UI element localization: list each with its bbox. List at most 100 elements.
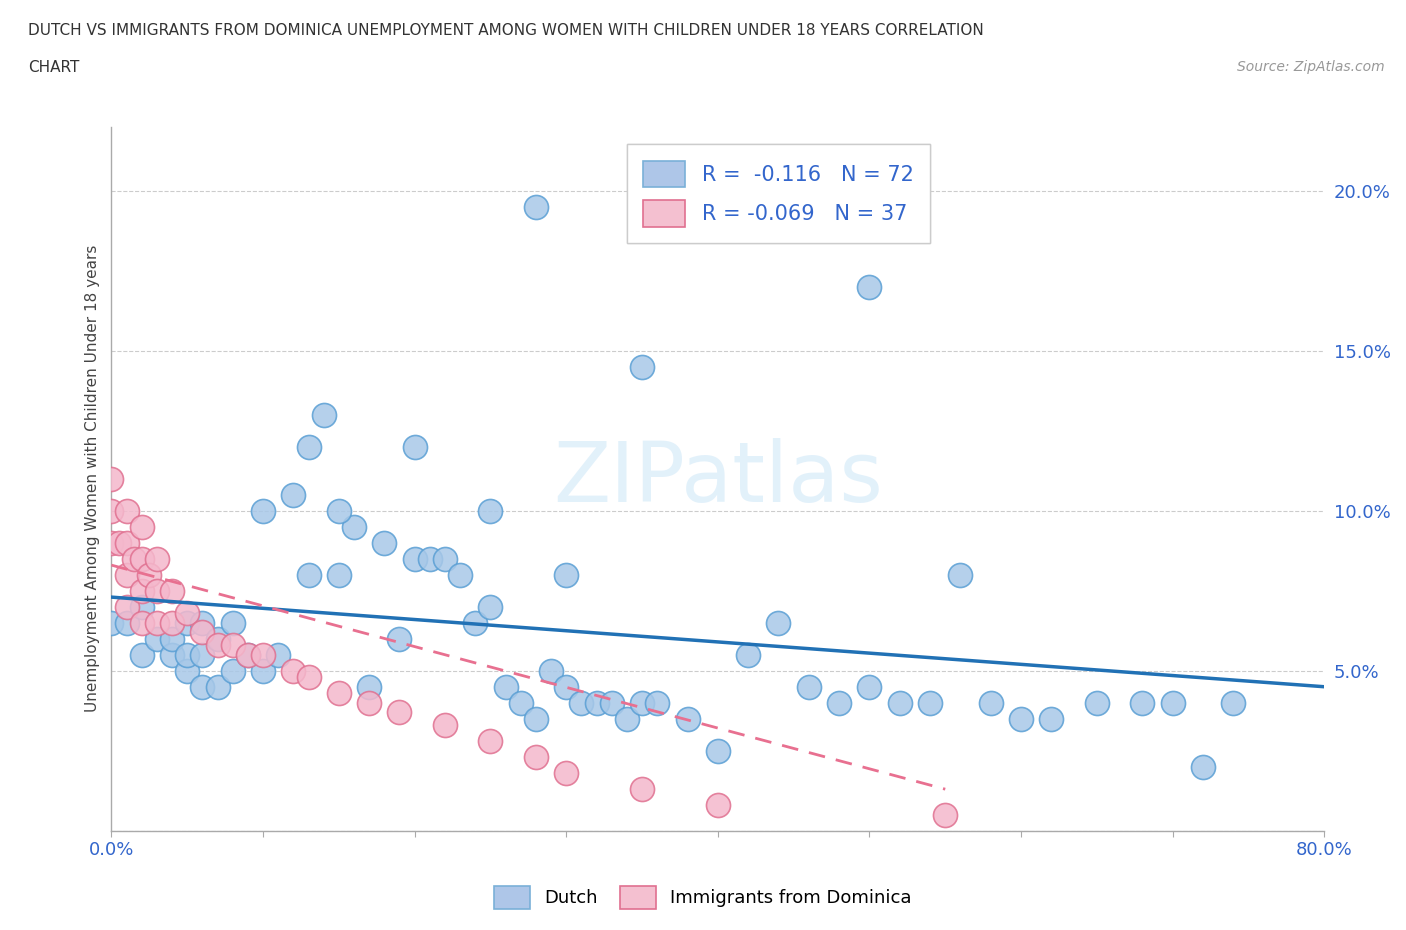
Point [131,616,153,631]
Point [131,599,153,614]
Point [404,551,426,566]
Point [283,663,305,678]
Point [108,536,131,551]
Text: ZIPatlas: ZIPatlas [553,438,883,519]
Point [1085,696,1108,711]
Point [524,199,547,214]
Point [207,679,229,694]
Point [433,718,456,733]
Point [115,567,138,582]
Point [207,638,229,653]
Point [388,705,411,720]
Point [359,679,381,694]
Point [509,696,531,711]
Point [160,647,183,662]
Point [131,647,153,662]
Point [373,536,395,551]
Point [631,359,654,374]
Point [297,567,319,582]
Point [176,663,198,678]
Point [1192,759,1215,774]
Point [297,670,319,684]
Point [100,472,122,486]
Point [191,625,214,640]
Point [1161,696,1184,711]
Point [858,279,880,294]
Point [540,663,562,678]
Point [1130,696,1153,711]
Point [176,616,198,631]
Point [616,711,638,726]
Point [328,685,350,700]
Point [160,583,183,598]
Point [524,750,547,764]
Point [122,551,145,566]
Point [359,696,381,711]
Point [297,439,319,454]
Point [600,696,623,711]
Point [571,696,593,711]
Point [707,743,730,758]
Point [146,616,169,631]
Point [100,503,122,518]
Point [433,551,456,566]
Text: DUTCH VS IMMIGRANTS FROM DOMINICA UNEMPLOYMENT AMONG WOMEN WITH CHILDREN UNDER 1: DUTCH VS IMMIGRANTS FROM DOMINICA UNEMPL… [28,23,984,38]
Point [631,782,654,797]
Point [115,536,138,551]
Point [585,696,607,711]
Legend: Dutch, Immigrants from Dominica: Dutch, Immigrants from Dominica [486,879,920,916]
Point [419,551,441,566]
Point [828,696,851,711]
Point [737,647,759,662]
Point [100,536,122,551]
Point [388,631,411,646]
Point [222,638,245,653]
Point [115,503,138,518]
Point [524,711,547,726]
Point [115,616,138,631]
Point [676,711,699,726]
Point [252,663,274,678]
Point [222,616,245,631]
Point [100,616,122,631]
Point [479,503,502,518]
Point [1222,696,1244,711]
Point [283,487,305,502]
Point [191,679,214,694]
Point [176,605,198,620]
Point [343,519,366,534]
Point [707,798,730,813]
Point [555,679,578,694]
Point [207,631,229,646]
Point [146,631,169,646]
Point [146,551,169,566]
Point [1010,711,1032,726]
Point [858,679,880,694]
Point [222,663,245,678]
Point [160,631,183,646]
Point [555,765,578,780]
Point [920,696,942,711]
Point [980,696,1002,711]
Text: CHART: CHART [28,60,80,75]
Point [312,407,335,422]
Point [131,551,153,566]
Point [236,647,259,662]
Text: Source: ZipAtlas.com: Source: ZipAtlas.com [1237,60,1385,74]
Point [252,647,274,662]
Point [160,616,183,631]
Point [889,696,911,711]
Point [236,647,259,662]
Point [949,567,972,582]
Y-axis label: Unemployment Among Women with Children Under 18 years: Unemployment Among Women with Children U… [86,245,100,712]
Point [479,599,502,614]
Point [176,647,198,662]
Point [131,519,153,534]
Point [797,679,820,694]
Point [115,599,138,614]
Legend: R =  -0.116   N = 72, R = -0.069   N = 37: R = -0.116 N = 72, R = -0.069 N = 37 [627,144,931,244]
Point [1040,711,1063,726]
Point [449,567,471,582]
Point [645,696,668,711]
Point [934,807,956,822]
